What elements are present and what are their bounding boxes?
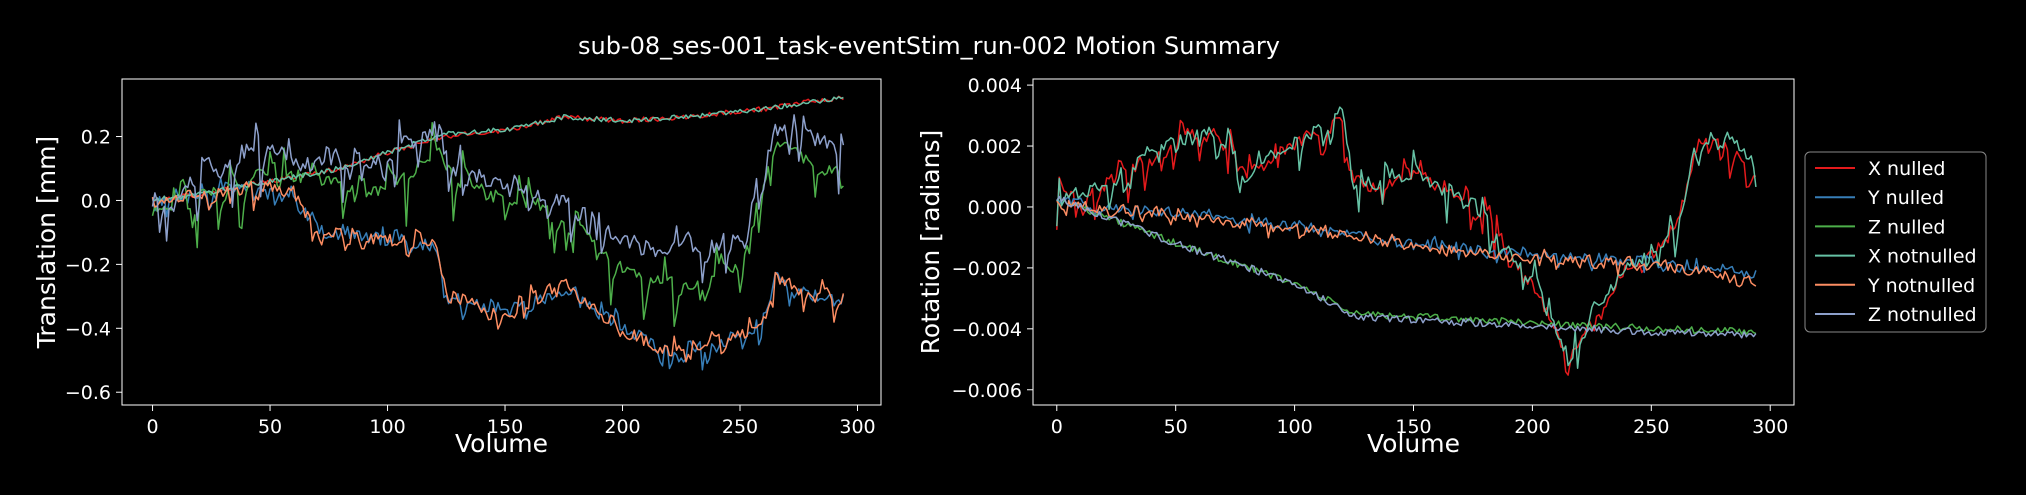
translation-plot: 0 50 100 150 200 250 300 −0.6 −0.4 −0.2 0.0 0.2 Vo… — [32, 78, 882, 458]
legend: X nulled Y nulled Z nulled X notnulled Y not… — [1804, 151, 1987, 333]
translation-y-label: Translation [mm] — [32, 136, 61, 349]
translation-x-tick-label: 250 — [722, 416, 758, 438]
translation-y-tick-label: −0.6 — [65, 382, 111, 404]
rotation-series-y-notnulled — [1056, 199, 1757, 288]
translation-x-tick-label: 200 — [604, 416, 640, 438]
rotation-series-x-notnulled — [1056, 106, 1757, 369]
rotation-x-tick-label: 50 — [1164, 416, 1188, 438]
translation-y-tick-label: 0.0 — [81, 190, 111, 212]
translation-x-label: Volume — [455, 429, 548, 458]
translation-x-ticks: 0 50 100 150 200 250 300 — [147, 405, 876, 438]
translation-y-ticks: −0.6 −0.4 −0.2 0.0 0.2 — [65, 127, 122, 404]
legend-label: X notnulled — [1868, 246, 1977, 268]
rotation-y-tick-label: 0.002 — [968, 136, 1022, 158]
rotation-plot: 0 50 100 150 200 250 300 −0.006 −0.004 −0.002 0.0… — [916, 75, 1795, 458]
translation-series-z-nulled — [151, 121, 844, 328]
rotation-y-tick-label: 0.000 — [968, 197, 1022, 219]
rotation-series-z-nulled — [1056, 196, 1757, 335]
rotation-y-tick-label: −0.006 — [952, 380, 1022, 402]
translation-series-x-nulled — [152, 95, 844, 203]
translation-y-tick-label: 0.2 — [81, 127, 111, 149]
legend-label: Z nulled — [1868, 216, 1945, 238]
rotation-series-z-notnulled — [1056, 195, 1757, 339]
translation-y-tick-label: −0.4 — [65, 318, 111, 340]
rotation-y-tick-label: −0.004 — [952, 319, 1022, 341]
translation-series-z-notnulled — [151, 114, 845, 284]
rotation-x-tick-label: 100 — [1276, 416, 1312, 438]
translation-x-tick-label: 100 — [369, 416, 405, 438]
translation-x-tick-label: 300 — [839, 416, 875, 438]
translation-series-x-notnulled — [152, 96, 844, 202]
rotation-x-tick-label: 250 — [1633, 416, 1669, 438]
rotation-x-ticks: 0 50 100 150 200 250 300 — [1051, 405, 1788, 438]
rotation-x-tick-label: 150 — [1395, 416, 1431, 438]
rotation-x-tick-label: 0 — [1051, 416, 1063, 438]
translation-series-y-notnulled — [151, 180, 845, 363]
legend-label: Y notnulled — [1867, 275, 1975, 297]
rotation-x-tick-label: 200 — [1514, 416, 1550, 438]
rotation-y-label: Rotation [radians] — [916, 130, 945, 355]
figure-title: sub-08_ses-001_task-eventStim_run-002 Mo… — [578, 32, 1280, 60]
rotation-y-ticks: −0.006 −0.004 −0.002 0.000 0.002 0.004 — [952, 75, 1033, 402]
rotation-x-tick-label: 300 — [1752, 416, 1788, 438]
rotation-y-tick-label: 0.004 — [968, 75, 1022, 97]
translation-y-tick-label: −0.2 — [65, 254, 111, 276]
rotation-x-label: Volume — [1367, 429, 1460, 458]
translation-axes-frame — [121, 78, 882, 406]
rotation-series-group — [1056, 106, 1757, 376]
translation-x-tick-label: 0 — [147, 416, 159, 438]
legend-label: X nulled — [1868, 158, 1945, 180]
legend-label: Y nulled — [1867, 187, 1944, 209]
translation-x-tick-label: 50 — [258, 416, 282, 438]
legend-label: Z notnulled — [1868, 304, 1977, 326]
translation-series-group — [151, 95, 845, 371]
rotation-y-tick-label: −0.002 — [952, 258, 1022, 280]
rotation-series-x-nulled — [1056, 116, 1756, 376]
translation-x-tick-label: 150 — [487, 416, 523, 438]
